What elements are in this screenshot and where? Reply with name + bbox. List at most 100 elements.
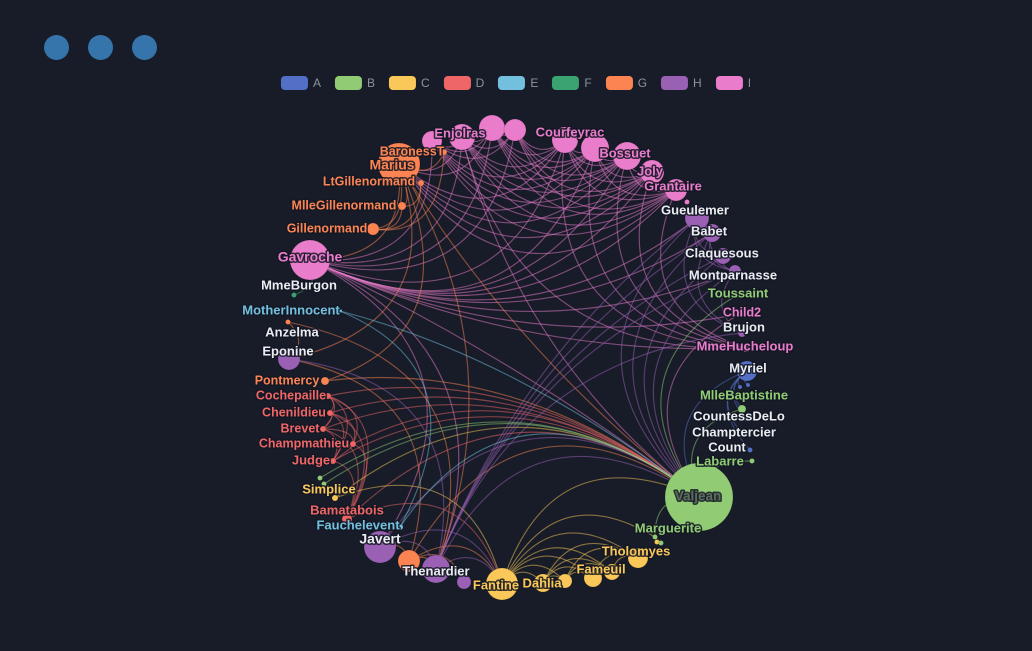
node-label-javert: Javert bbox=[359, 531, 401, 547]
legend-label: E bbox=[530, 76, 539, 90]
graph-node-judge[interactable] bbox=[329, 457, 337, 465]
graph-node-dahlia[interactable] bbox=[533, 573, 553, 593]
graph-node-mmehucheloup[interactable] bbox=[741, 343, 751, 353]
window-control-dot[interactable] bbox=[88, 35, 113, 60]
graph-edge bbox=[288, 358, 422, 562]
graph-node-valjean[interactable] bbox=[664, 462, 734, 532]
graph-node-chenildieu[interactable] bbox=[326, 409, 334, 417]
graph-edge bbox=[309, 217, 698, 301]
legend-item-B[interactable]: B bbox=[334, 76, 375, 90]
node-label-child2: Child2 bbox=[723, 305, 761, 319]
graph-node-myriel[interactable] bbox=[736, 360, 758, 382]
graph-edge bbox=[288, 358, 445, 570]
graph-edge bbox=[332, 460, 355, 520]
graph-node[interactable] bbox=[684, 199, 690, 205]
graph-node-babet[interactable] bbox=[702, 223, 722, 243]
graph-node[interactable] bbox=[557, 573, 573, 589]
graph-node[interactable] bbox=[603, 563, 621, 581]
graph-node-bossuet[interactable] bbox=[612, 141, 642, 171]
legend-label: D bbox=[475, 76, 485, 90]
node-label-countessdelo: CountessDeLo bbox=[693, 408, 785, 423]
legend-swatch bbox=[552, 76, 580, 90]
graph-node-countessdelo[interactable] bbox=[743, 416, 749, 422]
legend-swatch bbox=[498, 76, 526, 90]
node-label-chenildieu: Chenildieu bbox=[262, 405, 326, 419]
graph-node-count[interactable] bbox=[747, 447, 753, 453]
graph-node[interactable] bbox=[737, 384, 743, 390]
graph-node-pontmercy[interactable] bbox=[320, 376, 330, 386]
node-label-pontmercy: Pontmercy bbox=[255, 373, 320, 387]
graph-node-champmathieu[interactable] bbox=[349, 440, 357, 448]
node-label-brevet: Brevet bbox=[281, 421, 321, 435]
legend-swatch bbox=[443, 76, 471, 90]
graph-node-motherinnocent[interactable] bbox=[337, 308, 343, 314]
legend-item-A[interactable]: A bbox=[280, 76, 321, 90]
graph-node-javert[interactable] bbox=[363, 530, 397, 564]
node-label-mmeburgon: MmeBurgon bbox=[261, 277, 337, 292]
graph-node-fameuil[interactable] bbox=[583, 568, 603, 588]
graph-node-cochepaille[interactable] bbox=[324, 392, 332, 400]
window-control-dot[interactable] bbox=[44, 35, 69, 60]
graph-node-joly[interactable] bbox=[639, 159, 665, 185]
graph-node-fantine[interactable] bbox=[485, 567, 519, 601]
graph-node[interactable] bbox=[317, 475, 323, 481]
graph-node-gueulemer[interactable] bbox=[684, 205, 710, 231]
graph-node-anzelma[interactable] bbox=[285, 319, 291, 325]
graph-node[interactable] bbox=[580, 133, 610, 163]
graph-node-simplice[interactable] bbox=[331, 494, 339, 502]
graph-node-grantaire[interactable] bbox=[664, 178, 688, 202]
node-label-baronesst: BaronessT bbox=[380, 144, 445, 158]
graph-node-child2[interactable] bbox=[736, 310, 744, 318]
graph-node-labarre[interactable] bbox=[749, 458, 755, 464]
graph-node-enjolras[interactable] bbox=[448, 123, 476, 151]
graph-node-toussaint[interactable] bbox=[733, 291, 741, 299]
graph-node-mmeburgon[interactable] bbox=[291, 292, 297, 298]
graph-node[interactable] bbox=[658, 540, 664, 546]
graph-edge bbox=[542, 558, 613, 584]
graph-edge bbox=[309, 139, 566, 283]
graph-edge bbox=[309, 127, 493, 267]
graph-node-claquesous[interactable] bbox=[714, 247, 732, 265]
graph-node-gavroche[interactable] bbox=[289, 239, 331, 281]
graph-node-fauchelevent[interactable] bbox=[396, 523, 404, 531]
graph-node-eponine[interactable] bbox=[277, 347, 301, 371]
graph-node-marguerite[interactable] bbox=[652, 534, 658, 540]
graph-edge bbox=[398, 163, 470, 570]
graph-node-thenardier[interactable] bbox=[421, 554, 451, 584]
graph-node-bamatabois[interactable] bbox=[341, 513, 353, 525]
graph-edge bbox=[329, 396, 700, 498]
graph-node-mllebaptistine[interactable] bbox=[737, 404, 747, 414]
graph-node-tholomyes[interactable] bbox=[627, 547, 649, 569]
graph-edge bbox=[697, 232, 743, 334]
graph-edge bbox=[461, 136, 747, 349]
graph-node[interactable] bbox=[745, 382, 751, 388]
legend-item-E[interactable]: E bbox=[498, 76, 538, 90]
graph-node-ltgillenormand[interactable] bbox=[417, 179, 425, 187]
graph-node-marius[interactable] bbox=[377, 142, 421, 186]
legend-item-H[interactable]: H bbox=[661, 76, 702, 90]
legend-item-C[interactable]: C bbox=[388, 76, 430, 90]
graph-edge bbox=[327, 395, 348, 462]
graph-node[interactable] bbox=[321, 481, 327, 487]
graph-edge bbox=[329, 412, 365, 520]
graph-node-gillenormand[interactable] bbox=[366, 222, 380, 236]
graph-node[interactable] bbox=[421, 130, 443, 152]
graph-edge bbox=[309, 129, 516, 271]
legend-item-G[interactable]: G bbox=[605, 76, 647, 90]
graph-node-montparnasse[interactable] bbox=[728, 264, 742, 278]
graph-node-champtercier[interactable] bbox=[740, 432, 746, 438]
graph-node-mllegillenormand[interactable] bbox=[397, 201, 407, 211]
legend-item-I[interactable]: I bbox=[715, 76, 751, 90]
graph-node-brujon[interactable] bbox=[737, 328, 747, 338]
graph-node[interactable] bbox=[397, 549, 421, 573]
graph-node[interactable] bbox=[503, 118, 527, 142]
graph-node-brevet[interactable] bbox=[319, 425, 327, 433]
graph-edge bbox=[324, 163, 425, 382]
legend-item-D[interactable]: D bbox=[443, 76, 485, 90]
window-control-dot[interactable] bbox=[132, 35, 157, 60]
graph-node[interactable] bbox=[456, 574, 472, 590]
legend-item-F[interactable]: F bbox=[552, 76, 592, 90]
graph-node-baronesst[interactable] bbox=[440, 148, 448, 156]
graph-node-courfeyrac[interactable] bbox=[551, 126, 579, 154]
